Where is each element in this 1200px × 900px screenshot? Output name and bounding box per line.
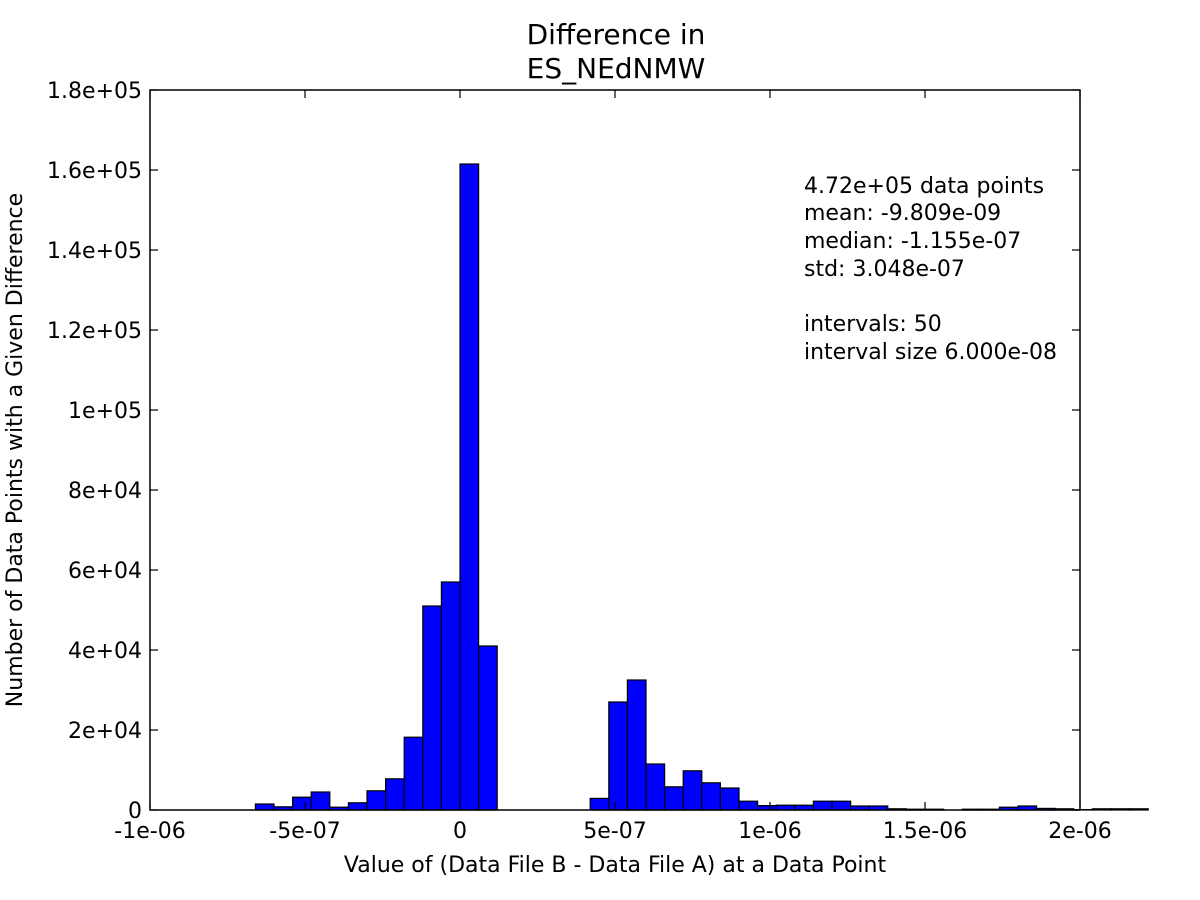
y-tick-label: 2e+04 [68,719,142,744]
stat-mean: mean: -9.809e-09 [804,201,1001,226]
x-tick-label: -5e-07 [269,819,340,844]
stat-count: 4.72e+05 data points [804,174,1044,199]
histogram-bar [310,791,331,811]
histogram-bar [608,701,628,811]
y-tick-label: 1.8e+05 [47,79,142,104]
histogram-bar [347,802,368,811]
histogram-bar [1110,808,1131,811]
x-axis-ticks: -1e-06 -5e-07 0 5e-07 1e-06 1.5e-06 2e-06 [114,90,1112,844]
stats-annotation: 4.72e+05 data points mean: -9.809e-09 me… [804,174,1057,365]
stat-intervals: intervals: 50 [804,312,942,337]
y-tick-label: 1e+05 [68,399,142,424]
x-tick-label: 0 [453,819,467,844]
histogram-bar [812,800,833,811]
x-tick-label: 2e-06 [1048,819,1111,844]
histogram-bar [292,796,312,811]
histogram-bar [831,800,852,811]
chart-title-line1: Difference in [527,18,706,51]
histogram-bar [701,782,721,811]
y-axis-label: Number of Data Points with a Given Diffe… [3,193,28,707]
bars-group [254,163,1149,811]
x-tick-label: 1.5e-06 [883,819,967,844]
histogram-bar [1091,808,1112,811]
histogram-bar [366,790,387,811]
histogram-bar [719,787,740,811]
histogram-bar [738,800,759,811]
histogram-bar [422,605,442,811]
histogram-bar [478,645,498,811]
histogram-bar [682,770,703,811]
y-tick-label: 4e+04 [68,639,142,664]
histogram-bar [663,786,684,811]
chart-title-line2: ES_NEdNMW [527,52,706,85]
y-tick-label: 6e+04 [68,559,142,584]
histogram-bar [254,803,275,811]
histogram-bar [645,763,666,811]
histogram-bar [626,679,647,811]
histogram-bar [589,797,610,811]
x-tick-label: 1e-06 [738,819,801,844]
y-tick-label: 1.2e+05 [47,319,142,344]
x-tick-label: 5e-07 [583,819,646,844]
y-axis-ticks: 0 2e+04 4e+04 6e+04 8e+04 1e+05 1.2e+05 1.4e+05… [47,79,1080,824]
histogram-bar [440,581,461,811]
y-tick-label: 1.4e+05 [47,239,142,264]
x-tick-label: -1e-06 [114,819,185,844]
y-tick-label: 0 [128,799,142,824]
y-tick-label: 8e+04 [68,479,142,504]
x-axis-label: Value of (Data File B - Data File A) at … [344,853,887,878]
histogram-bar [403,736,424,811]
histogram-bar [1128,808,1149,811]
stat-median: median: -1.155e-07 [804,229,1021,254]
stat-interval-size: interval size 6.000e-08 [804,340,1057,365]
histogram-bar [385,778,405,811]
y-tick-label: 1.6e+05 [47,159,142,184]
stat-std: std: 3.048e-07 [804,257,965,282]
histogram-bar [459,163,480,811]
